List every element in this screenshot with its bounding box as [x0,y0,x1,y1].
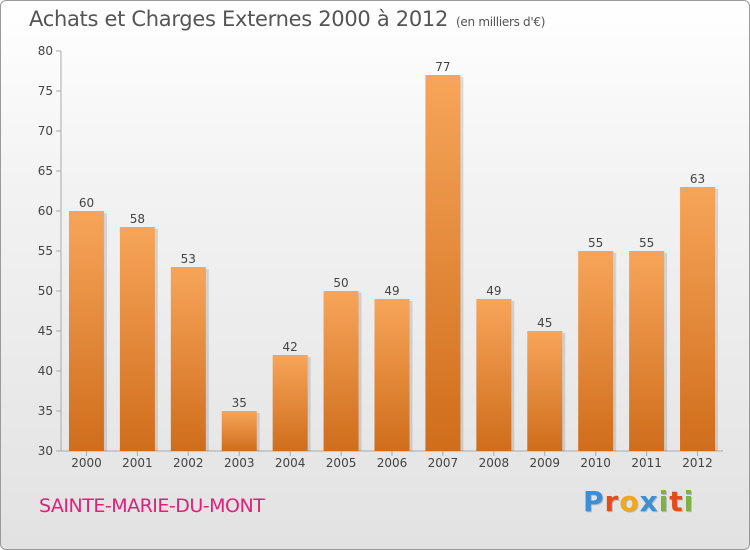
y-tick-label: 70 [38,124,53,138]
bar-value-label: 42 [283,340,298,354]
bar-value-label: 77 [435,60,450,74]
bar [68,211,104,451]
y-tick-label: 60 [38,204,53,218]
y-tick-label: 65 [38,164,53,178]
logo-letter: o [619,485,640,518]
logo-letter: P [583,485,605,518]
bar [119,227,155,451]
y-tick-label: 80 [38,44,53,58]
bar [680,187,716,451]
y-tick-label: 40 [38,364,53,378]
x-tick-label: 2006 [377,456,408,470]
x-tick-label: 2010 [580,456,611,470]
x-tick-label: 2003 [224,456,255,470]
chart-title: Achats et Charges Externes 2000 à 2012 (e… [29,7,545,31]
x-tick-label: 2011 [631,456,662,470]
bar-value-label: 49 [486,284,501,298]
x-tick-label: 2004 [275,456,306,470]
bar-value-label: 53 [181,252,196,266]
bar [170,267,206,451]
chart-title-text: Achats et Charges Externes 2000 à 2012 [29,7,449,31]
x-tick-label: 2007 [428,456,459,470]
x-tick-label: 2002 [173,456,204,470]
y-tick-label: 50 [38,284,53,298]
logo-letter: r [604,485,620,518]
bar-value-label: 35 [232,396,247,410]
y-tick-label: 55 [38,244,53,258]
bar [221,411,257,451]
x-tick-label: 2009 [529,456,560,470]
bar-value-label: 55 [588,236,603,250]
x-tick-label: 2000 [71,456,102,470]
bar-value-label: 63 [690,172,705,186]
bar [425,75,461,451]
bar-value-label: 60 [79,196,94,210]
proxiti-logo: Proxiti [583,485,694,518]
chart-subtitle: (en milliers d'€) [456,15,546,29]
bar-value-label: 58 [130,212,145,226]
logo-letter: t [669,485,684,518]
bar [374,299,410,451]
bar-value-label: 50 [333,276,348,290]
logo-letter: i [658,485,670,518]
bar-value-label: 55 [639,236,654,250]
bar-value-label: 49 [384,284,399,298]
y-tick-label: 35 [38,404,53,418]
bar [578,251,614,451]
x-tick-label: 2008 [479,456,510,470]
bar [272,355,308,451]
commune-name: SAINTE-MARIE-DU-MONT [39,495,265,517]
x-tick-label: 2001 [122,456,153,470]
y-tick-label: 45 [38,324,53,338]
bar [476,299,512,451]
y-tick-label: 30 [38,444,53,458]
x-tick-label: 2012 [682,456,713,470]
bar-value-label: 45 [537,316,552,330]
bar [527,331,563,451]
y-tick-label: 75 [38,84,53,98]
x-tick-label: 2005 [326,456,357,470]
logo-letter: x [639,485,659,518]
logo-letter: i [683,485,695,518]
bar [629,251,665,451]
bar [323,291,359,451]
